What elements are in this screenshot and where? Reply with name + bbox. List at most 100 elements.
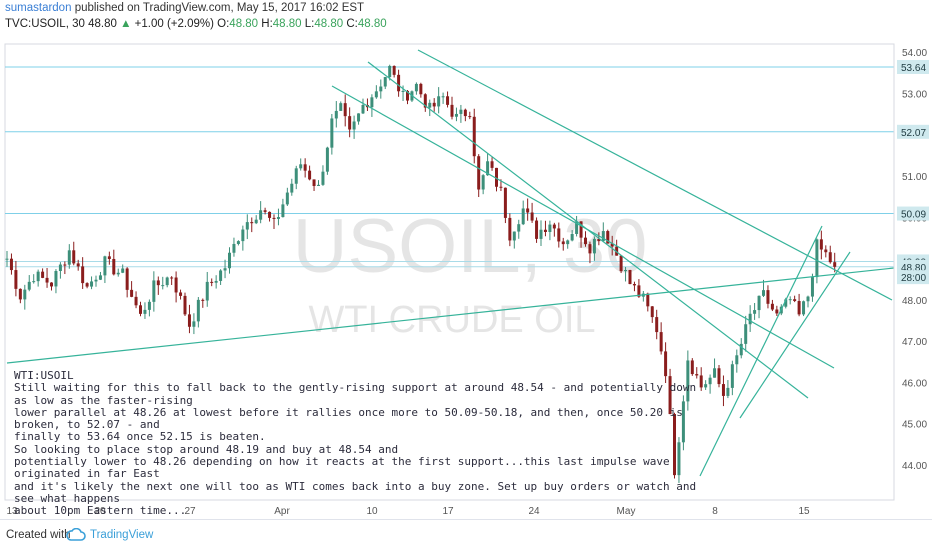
candle-body (624, 269, 628, 272)
candle-body (450, 104, 454, 117)
publisher-line: sumastardon published on TradingView.com… (5, 2, 364, 14)
candle-body (32, 281, 36, 283)
candle-body (139, 305, 142, 314)
published-text: published on TradingView.com, May 15, 20… (74, 2, 365, 14)
candle-body (606, 231, 610, 244)
candle-body (179, 292, 183, 296)
trendline[interactable] (6, 267, 895, 364)
candle-body (570, 233, 574, 241)
candle-body (819, 239, 823, 250)
candle-body (5, 258, 9, 260)
candle-body (486, 161, 490, 176)
candle-body (775, 309, 779, 314)
candle-body (81, 266, 85, 284)
candle-body (401, 90, 405, 92)
candle-body (183, 295, 187, 315)
candle-body (90, 281, 94, 287)
candle-body (14, 270, 18, 289)
candle-body (317, 184, 320, 186)
candle-body (343, 103, 347, 117)
candle-body (170, 277, 174, 279)
candle-body (241, 229, 245, 242)
y-tick-label: 47.00 (902, 337, 927, 348)
note-line: So looking to place stop around 48.19 an… (14, 442, 399, 456)
price-tag (897, 270, 929, 285)
up-arrow-icon: ▲ (120, 18, 132, 30)
candle-body (268, 211, 272, 218)
x-tick-label: 10 (366, 506, 378, 517)
x-tick-label: 13 (6, 506, 18, 517)
candle-body (223, 268, 227, 271)
candle-body (156, 280, 160, 286)
candle-body (788, 299, 792, 301)
candle-body (757, 295, 761, 311)
candle-body (276, 217, 280, 219)
candle-body (143, 309, 147, 314)
candle-body (495, 167, 498, 187)
candle-body (357, 113, 361, 122)
candle-body (543, 229, 547, 232)
close-label: C: (346, 18, 358, 30)
footer: Created with TradingView (0, 519, 932, 551)
candle-body (374, 91, 378, 98)
trendline[interactable] (417, 49, 893, 301)
candle-body (699, 375, 703, 388)
candle-body (686, 360, 690, 402)
candle-body (459, 109, 463, 114)
candle-body (281, 204, 285, 218)
trendline[interactable] (331, 85, 835, 369)
candle-body (499, 186, 503, 188)
candle-body (744, 324, 748, 344)
trendline[interactable] (367, 61, 809, 399)
price-chart[interactable]: USOIL, 30 WTI CRUDE OIL 44.00 45.00 46.00 4… (0, 0, 932, 519)
candle-body (730, 364, 734, 388)
price-tag-label: 28:00 (901, 273, 926, 284)
tradingview-cloud-icon[interactable] (66, 527, 86, 545)
candle-body (299, 164, 303, 169)
candle-body (708, 377, 712, 385)
candle-body (552, 224, 556, 229)
candle-body (330, 118, 334, 148)
note-line: Still waiting for this to fall back to t… (14, 381, 703, 407)
candle-body (361, 105, 365, 114)
candle-body (463, 109, 467, 117)
y-tick-label: 54.00 (902, 48, 927, 59)
price-tag-label: 48.80 (901, 263, 926, 274)
candle-body (428, 102, 432, 108)
candle-body (152, 280, 156, 302)
trendline[interactable] (699, 225, 823, 477)
candle-body (98, 275, 102, 280)
open-label: O: (217, 18, 230, 30)
candle-body (610, 243, 614, 247)
candle-body (406, 90, 409, 101)
candle-body (566, 240, 570, 245)
candle-body (735, 355, 739, 365)
y-tick-label: 48.00 (902, 296, 927, 307)
candle-body (370, 97, 374, 108)
author-link[interactable]: sumastardon (5, 2, 72, 14)
candle-body (196, 299, 200, 322)
candle-body (615, 246, 619, 256)
price-tag-label: 50.09 (901, 210, 926, 221)
candle-body (637, 285, 641, 297)
candle-body (214, 280, 218, 283)
x-tick-label: 17 (442, 506, 454, 517)
x-tick-label: May (617, 506, 636, 517)
symbol-label: TVC:USOIL, 30 (5, 18, 85, 30)
candle-body (681, 401, 685, 443)
candle-body (259, 210, 263, 220)
y-tick-label: 45.00 (902, 420, 927, 431)
candle-body (490, 161, 494, 168)
candle-body (650, 306, 654, 318)
watermark-name: WTI CRUDE OIL (308, 299, 595, 341)
candle-body (116, 272, 120, 275)
close-value: 48.80 (357, 18, 387, 30)
tradingview-brand[interactable]: TradingView (90, 529, 154, 541)
candle-body (58, 264, 62, 272)
price-tag (897, 124, 929, 139)
low-label: L: (304, 18, 315, 30)
price-tag-label: 52.07 (901, 128, 926, 139)
trendline[interactable] (739, 251, 851, 419)
candle-body (753, 310, 757, 314)
candle-body (739, 343, 743, 356)
